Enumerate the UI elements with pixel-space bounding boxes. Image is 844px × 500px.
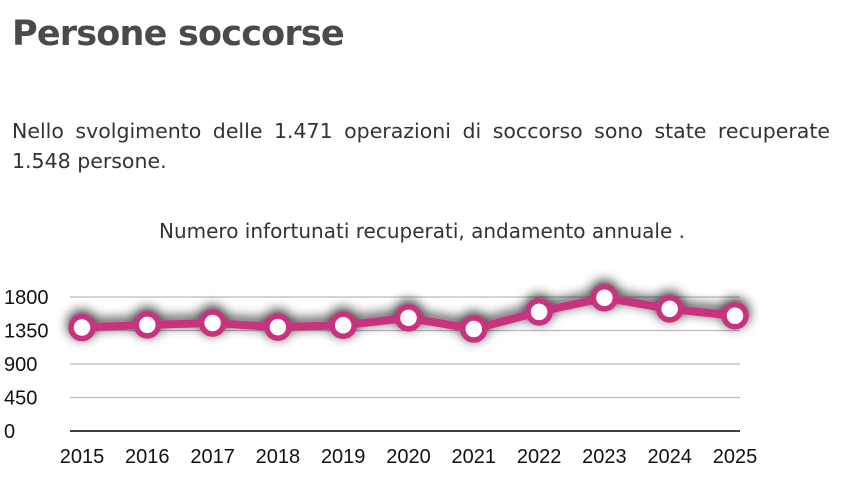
x-tick-label: 2020 bbox=[386, 446, 431, 468]
y-tick-label: 1350 bbox=[4, 321, 49, 343]
x-axis-ticks: 2015 2016 2017 2018 2019 2020 2021 2022 2023 2024… bbox=[60, 446, 758, 468]
data-point bbox=[329, 311, 357, 340]
data-point bbox=[655, 295, 684, 323]
data-point bbox=[133, 311, 162, 339]
chart-series bbox=[68, 283, 749, 343]
chart-title: Numero infortunati recuperati, andamento… bbox=[159, 219, 685, 243]
line-chart: Numero infortunati recuperati, andamento… bbox=[4, 219, 758, 468]
x-tick-label: 2019 bbox=[321, 446, 366, 468]
data-point bbox=[198, 309, 227, 337]
data-point bbox=[525, 298, 553, 326]
page-title: Persone soccorse bbox=[12, 14, 345, 54]
data-point bbox=[721, 302, 749, 330]
y-tick-label: 1800 bbox=[4, 287, 49, 309]
intro-paragraph: Nello svolgimento delle 1.471 operazioni… bbox=[12, 119, 830, 173]
data-point bbox=[68, 313, 96, 342]
data-point bbox=[460, 315, 488, 343]
x-tick-label: 2017 bbox=[190, 446, 235, 468]
x-tick-label: 2023 bbox=[582, 446, 627, 468]
x-tick-label: 2021 bbox=[452, 446, 497, 468]
x-tick-label: 2016 bbox=[125, 446, 170, 468]
x-tick-label: 2022 bbox=[517, 446, 562, 468]
x-tick-label: 2024 bbox=[647, 446, 692, 468]
chart-grid bbox=[70, 296, 740, 432]
data-point bbox=[590, 283, 619, 312]
y-axis-ticks: 0 450 900 1350 1800 bbox=[4, 287, 49, 443]
y-tick-label: 0 bbox=[4, 421, 15, 443]
data-point bbox=[264, 313, 292, 341]
x-tick-label: 2015 bbox=[60, 446, 105, 468]
y-tick-label: 900 bbox=[4, 354, 37, 376]
x-tick-label: 2025 bbox=[713, 446, 758, 468]
y-tick-label: 450 bbox=[4, 388, 37, 410]
x-tick-label: 2018 bbox=[256, 446, 301, 468]
data-point bbox=[394, 304, 423, 332]
